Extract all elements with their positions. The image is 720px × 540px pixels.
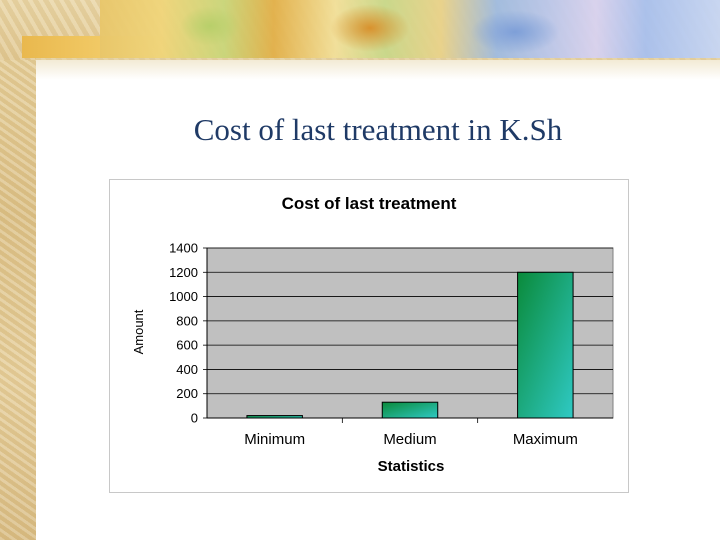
y-tick-label: 600 [176,338,198,353]
decorative-left-strip [0,0,36,540]
decorative-flower [470,10,560,54]
y-tick-label: 1000 [169,289,198,304]
x-tick-label: Maximum [513,431,578,448]
x-axis-label: Statistics [378,458,445,475]
bar-maximum [517,271,574,419]
y-tick-label: 400 [176,362,198,377]
x-tick-label: Medium [383,431,436,448]
y-tick-label: 800 [176,313,198,328]
chart-title: Cost of last treatment [282,194,457,213]
y-axis-label: Amount [131,309,146,354]
y-tick-label: 1200 [169,265,198,280]
decorative-banner-fade [36,58,720,80]
bar-medium [381,401,439,419]
decorative-leaf [180,6,240,46]
y-tick-label: 0 [191,411,198,426]
decorative-leaf [330,4,410,52]
plot-area: 0 200 400 600 800 1000 1200 1400 Minimum Medium Ma… [169,241,614,448]
slide-title: Cost of last treatment in K.Sh [193,112,563,147]
y-tick-label: 200 [176,386,198,401]
y-tick-label: 1400 [169,241,198,256]
x-tick-label: Minimum [244,431,305,448]
bar-minimum [246,415,303,419]
